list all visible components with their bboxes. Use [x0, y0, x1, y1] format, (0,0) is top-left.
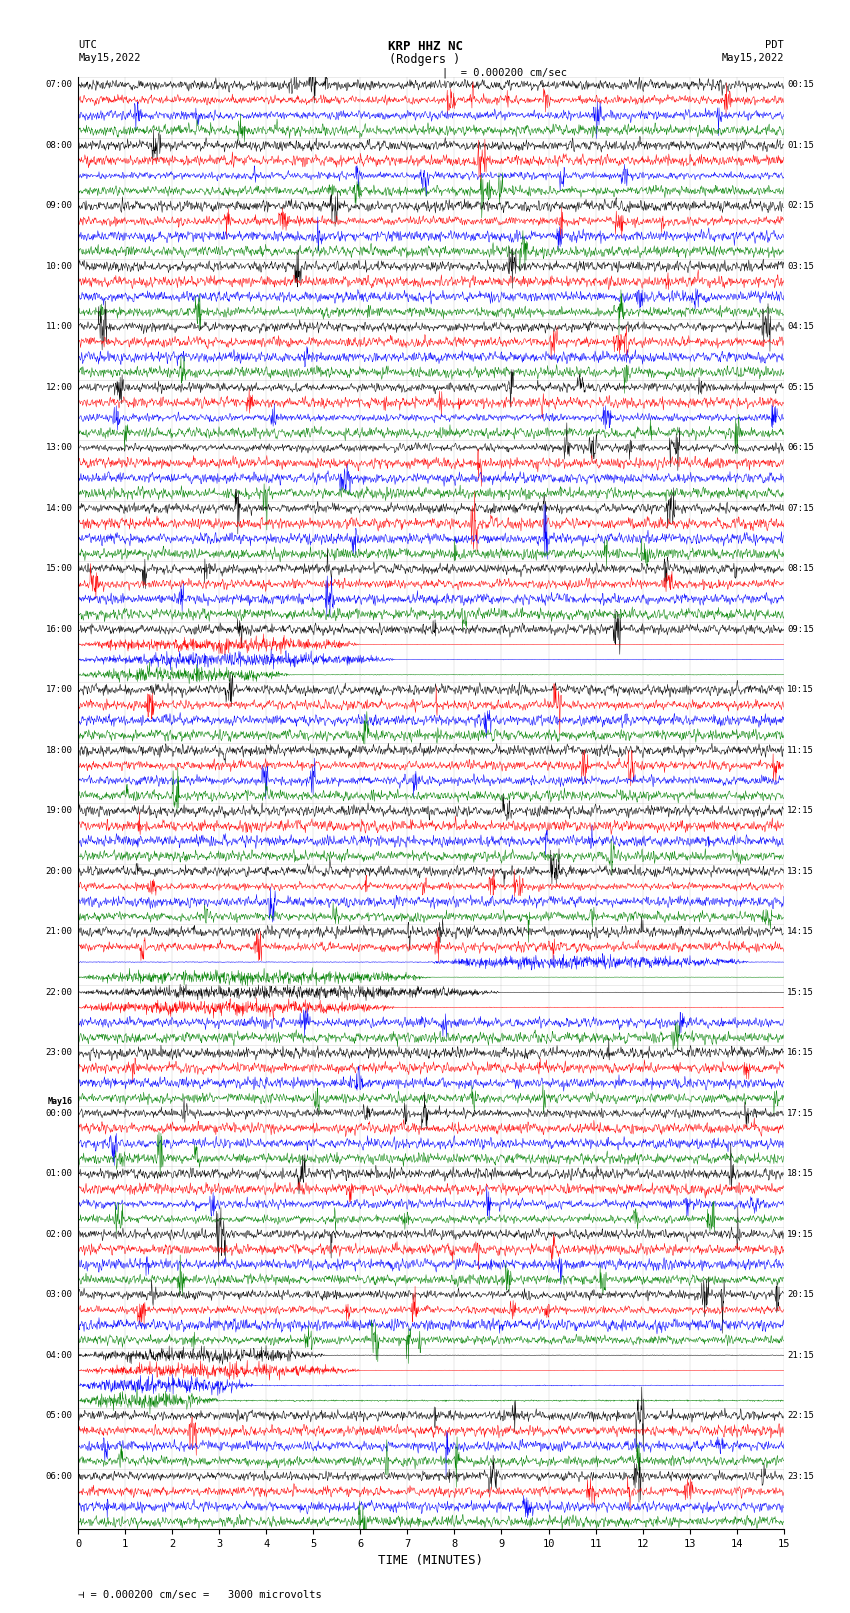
- Text: 16:15: 16:15: [787, 1048, 814, 1057]
- Text: 19:15: 19:15: [787, 1229, 814, 1239]
- Text: KRP HHZ NC: KRP HHZ NC: [388, 40, 462, 53]
- Text: 20:15: 20:15: [787, 1290, 814, 1298]
- Text: 05:15: 05:15: [787, 382, 814, 392]
- Text: 11:15: 11:15: [787, 745, 814, 755]
- Text: UTC: UTC: [78, 40, 97, 50]
- Text: May16: May16: [48, 1097, 72, 1107]
- X-axis label: TIME (MINUTES): TIME (MINUTES): [378, 1555, 484, 1568]
- Text: 13:00: 13:00: [46, 444, 72, 452]
- Text: 00:15: 00:15: [787, 81, 814, 89]
- Text: 19:00: 19:00: [46, 806, 72, 815]
- Text: 09:00: 09:00: [46, 202, 72, 210]
- Text: 04:00: 04:00: [46, 1350, 72, 1360]
- Text: 17:00: 17:00: [46, 686, 72, 694]
- Text: 22:00: 22:00: [46, 987, 72, 997]
- Text: 00:00: 00:00: [46, 1108, 72, 1118]
- Text: 14:15: 14:15: [787, 927, 814, 936]
- Text: 04:15: 04:15: [787, 323, 814, 331]
- Text: 18:00: 18:00: [46, 745, 72, 755]
- Text: PDT: PDT: [765, 40, 784, 50]
- Text: 16:00: 16:00: [46, 624, 72, 634]
- Text: 22:15: 22:15: [787, 1411, 814, 1419]
- Text: 15:00: 15:00: [46, 565, 72, 573]
- Text: 07:00: 07:00: [46, 81, 72, 89]
- Text: 01:15: 01:15: [787, 140, 814, 150]
- Text: 20:00: 20:00: [46, 866, 72, 876]
- Text: 15:15: 15:15: [787, 987, 814, 997]
- Text: 12:00: 12:00: [46, 382, 72, 392]
- Text: 08:00: 08:00: [46, 140, 72, 150]
- Text: 01:00: 01:00: [46, 1169, 72, 1177]
- Text: 09:15: 09:15: [787, 624, 814, 634]
- Text: |  = 0.000200 cm/sec: | = 0.000200 cm/sec: [442, 68, 567, 79]
- Text: 03:15: 03:15: [787, 261, 814, 271]
- Text: 03:00: 03:00: [46, 1290, 72, 1298]
- Text: 23:00: 23:00: [46, 1048, 72, 1057]
- Text: 07:15: 07:15: [787, 503, 814, 513]
- Text: 08:15: 08:15: [787, 565, 814, 573]
- Text: 10:00: 10:00: [46, 261, 72, 271]
- Text: (Rodgers ): (Rodgers ): [389, 53, 461, 66]
- Text: 06:15: 06:15: [787, 444, 814, 452]
- Text: 06:00: 06:00: [46, 1471, 72, 1481]
- Text: 02:00: 02:00: [46, 1229, 72, 1239]
- Text: 17:15: 17:15: [787, 1108, 814, 1118]
- Text: ⊣ = 0.000200 cm/sec =   3000 microvolts: ⊣ = 0.000200 cm/sec = 3000 microvolts: [78, 1590, 322, 1600]
- Text: 05:00: 05:00: [46, 1411, 72, 1419]
- Text: 10:15: 10:15: [787, 686, 814, 694]
- Text: 18:15: 18:15: [787, 1169, 814, 1177]
- Text: May15,2022: May15,2022: [78, 53, 141, 63]
- Text: 14:00: 14:00: [46, 503, 72, 513]
- Text: 21:15: 21:15: [787, 1350, 814, 1360]
- Text: May15,2022: May15,2022: [721, 53, 784, 63]
- Text: 11:00: 11:00: [46, 323, 72, 331]
- Text: 02:15: 02:15: [787, 202, 814, 210]
- Text: 13:15: 13:15: [787, 866, 814, 876]
- Text: 21:00: 21:00: [46, 927, 72, 936]
- Text: 23:15: 23:15: [787, 1471, 814, 1481]
- Text: 12:15: 12:15: [787, 806, 814, 815]
